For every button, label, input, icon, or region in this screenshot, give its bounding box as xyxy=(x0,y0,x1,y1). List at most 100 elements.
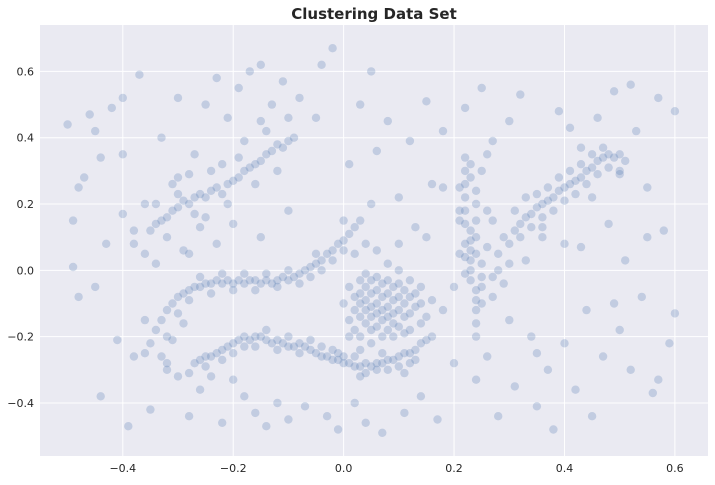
data-point xyxy=(251,332,260,341)
data-point xyxy=(527,332,536,341)
data-point xyxy=(460,239,470,248)
data-point xyxy=(494,412,503,421)
data-point xyxy=(168,179,177,189)
data-point xyxy=(306,262,315,272)
data-point xyxy=(587,412,597,421)
data-point xyxy=(262,335,271,345)
data-point xyxy=(411,345,420,355)
data-point xyxy=(609,87,619,96)
data-point xyxy=(195,385,205,394)
data-point xyxy=(350,223,359,232)
data-point xyxy=(284,206,293,215)
data-point xyxy=(350,292,359,302)
data-point xyxy=(173,189,183,199)
data-point xyxy=(615,166,624,176)
data-point xyxy=(284,332,293,341)
data-point xyxy=(218,345,227,355)
data-point xyxy=(565,166,575,176)
data-point xyxy=(383,276,392,285)
data-point xyxy=(300,342,310,351)
data-point xyxy=(527,223,536,232)
data-point xyxy=(466,256,475,265)
data-point xyxy=(218,189,227,199)
data-point xyxy=(322,352,332,361)
data-point xyxy=(405,349,415,358)
data-point xyxy=(333,349,343,358)
data-point xyxy=(367,67,376,76)
data-point xyxy=(300,402,310,411)
data-point xyxy=(317,352,326,361)
data-point xyxy=(378,332,387,341)
data-point xyxy=(124,422,133,431)
data-point xyxy=(229,286,238,295)
data-point xyxy=(477,282,486,292)
data-point xyxy=(356,216,365,225)
data-point xyxy=(234,83,243,93)
data-point xyxy=(356,276,365,285)
data-point xyxy=(400,329,409,338)
data-point xyxy=(278,143,288,152)
data-point xyxy=(273,276,282,285)
data-point xyxy=(218,279,227,288)
data-point xyxy=(328,345,337,355)
data-point xyxy=(400,286,409,295)
data-point xyxy=(510,206,519,215)
data-point xyxy=(350,352,359,361)
data-point xyxy=(621,156,630,166)
data-point xyxy=(322,412,332,421)
data-point xyxy=(201,362,210,371)
data-point xyxy=(350,362,359,371)
data-point xyxy=(229,279,238,288)
data-point xyxy=(593,113,602,123)
x-tick-label: −0.4 xyxy=(109,462,136,475)
data-point xyxy=(654,93,663,103)
data-point xyxy=(284,266,293,275)
data-point xyxy=(427,179,437,189)
data-point xyxy=(372,299,381,308)
data-point xyxy=(532,402,542,411)
data-point xyxy=(471,375,481,384)
data-point xyxy=(405,292,415,302)
data-point xyxy=(576,160,586,169)
data-point xyxy=(637,292,646,302)
data-point xyxy=(328,44,337,53)
data-point xyxy=(455,183,464,192)
data-point xyxy=(140,199,150,209)
data-point xyxy=(240,269,249,278)
data-point xyxy=(289,342,299,351)
data-point xyxy=(494,249,503,258)
data-point xyxy=(295,279,304,288)
data-point xyxy=(328,256,337,265)
data-point xyxy=(146,226,155,235)
data-point xyxy=(284,415,293,424)
data-point xyxy=(510,226,519,235)
data-point xyxy=(389,282,398,292)
data-point xyxy=(317,256,326,265)
data-point xyxy=(383,289,392,298)
data-point xyxy=(218,160,227,169)
data-point xyxy=(240,392,249,401)
data-point xyxy=(505,259,514,268)
data-point xyxy=(179,289,188,298)
data-point xyxy=(471,216,481,225)
data-point xyxy=(460,206,470,215)
data-point xyxy=(85,110,94,119)
data-point xyxy=(488,292,497,302)
data-point xyxy=(460,193,470,202)
chart-title: Clustering Data Set xyxy=(291,5,457,23)
data-point xyxy=(356,362,365,371)
data-point xyxy=(389,309,398,318)
data-point xyxy=(488,272,497,282)
data-point xyxy=(571,176,580,185)
data-point xyxy=(422,233,431,242)
data-point xyxy=(184,296,194,305)
data-point xyxy=(378,305,387,315)
data-point xyxy=(317,342,326,351)
data-point xyxy=(499,233,508,242)
data-point xyxy=(118,93,128,103)
data-point xyxy=(604,219,613,229)
data-point xyxy=(372,272,381,282)
data-point xyxy=(488,136,497,146)
data-point xyxy=(273,140,282,149)
data-point xyxy=(466,160,475,169)
